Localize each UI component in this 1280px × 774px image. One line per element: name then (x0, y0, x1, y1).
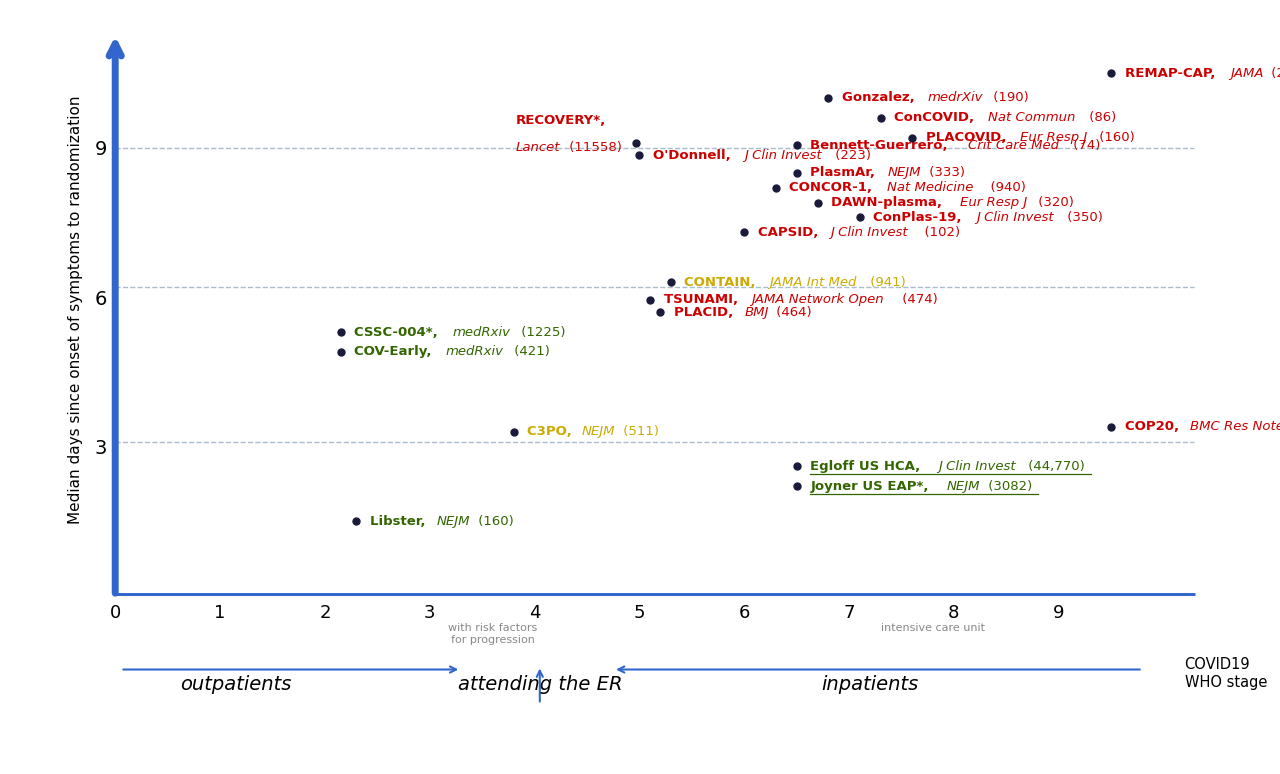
Text: (102): (102) (916, 226, 960, 239)
Text: medRxiv: medRxiv (452, 326, 511, 338)
Text: outpatients: outpatients (180, 676, 292, 694)
Text: Libster,: Libster, (370, 515, 430, 528)
Text: Gonzalez,: Gonzalez, (842, 91, 919, 104)
Text: medRxiv: medRxiv (445, 345, 503, 358)
Text: PLACOVID,: PLACOVID, (925, 132, 1011, 144)
Text: (941): (941) (865, 276, 906, 289)
Text: NEJM: NEJM (887, 166, 922, 179)
Text: J Clin Invest: J Clin Invest (938, 460, 1015, 473)
Text: JAMA Int Med: JAMA Int Med (769, 276, 856, 289)
Text: J Clin Invest: J Clin Invest (977, 211, 1055, 224)
Text: Eur Resp J: Eur Resp J (1020, 132, 1087, 144)
Text: BMJ: BMJ (745, 306, 769, 319)
Text: (474): (474) (899, 293, 938, 307)
Text: (190): (190) (989, 91, 1029, 104)
Text: CONCOR-1,: CONCOR-1, (790, 181, 877, 194)
Text: DAWN-plasma,: DAWN-plasma, (831, 196, 947, 209)
Text: J Clin Invest: J Clin Invest (829, 226, 908, 239)
Text: REMAP-CAP,: REMAP-CAP, (1125, 67, 1220, 80)
Text: (2011): (2011) (1267, 67, 1280, 80)
Text: (320): (320) (1034, 196, 1074, 209)
Text: C3PO,: C3PO, (527, 425, 576, 438)
Text: COV-Early,: COV-Early, (355, 345, 436, 358)
Text: intensive care unit: intensive care unit (881, 623, 984, 633)
Text: (160): (160) (1094, 132, 1134, 144)
Text: J Clin Invest: J Clin Invest (745, 149, 822, 162)
Text: PLACID,: PLACID, (675, 306, 737, 319)
Text: Joyner US EAP*,: Joyner US EAP*, (810, 480, 933, 493)
Text: (86): (86) (1085, 111, 1116, 125)
Text: JAMA: JAMA (1230, 67, 1263, 80)
Text: O'Donnell,: O'Donnell, (653, 149, 736, 162)
Text: with risk factors
for progression: with risk factors for progression (448, 623, 538, 645)
Text: Egloff US HCA,: Egloff US HCA, (810, 460, 925, 473)
Text: CONTAIN,: CONTAIN, (685, 276, 760, 289)
Text: ConCOVID,: ConCOVID, (895, 111, 979, 125)
Text: (333): (333) (924, 166, 965, 179)
Text: (511): (511) (620, 425, 659, 438)
Text: NEJM: NEJM (582, 425, 616, 438)
Text: Nat Commun: Nat Commun (988, 111, 1075, 125)
Text: (44,770): (44,770) (1024, 460, 1084, 473)
Text: inpatients: inpatients (822, 676, 919, 694)
Text: CSSC-004*,: CSSC-004*, (355, 326, 443, 338)
Text: Bennett-Guerrero,: Bennett-Guerrero, (810, 139, 952, 152)
Text: Nat Medicine: Nat Medicine (887, 181, 973, 194)
Text: Lancet: Lancet (516, 141, 561, 154)
Text: PlasmAr,: PlasmAr, (810, 166, 879, 179)
Text: (223): (223) (831, 149, 870, 162)
Text: Crit Care Med: Crit Care Med (968, 139, 1059, 152)
Text: COVID19
WHO stage: COVID19 WHO stage (1184, 657, 1267, 690)
Text: (421): (421) (509, 345, 549, 358)
Text: BMC Res Notes: BMC Res Notes (1190, 420, 1280, 433)
Text: COP20,: COP20, (1125, 420, 1184, 433)
Text: NEJM: NEJM (947, 480, 980, 493)
Text: medrXiv: medrXiv (928, 91, 983, 104)
Text: CAPSID,: CAPSID, (758, 226, 823, 239)
Text: (350): (350) (1062, 211, 1102, 224)
Text: (940): (940) (982, 181, 1027, 194)
Text: attending the ER: attending the ER (457, 676, 622, 694)
Text: (464): (464) (772, 306, 812, 319)
Text: Eur Resp J: Eur Resp J (960, 196, 1027, 209)
Text: JAMA Network Open: JAMA Network Open (751, 293, 883, 307)
Text: (160): (160) (474, 515, 513, 528)
Text: RECOVERY*,: RECOVERY*, (516, 114, 605, 127)
Text: NEJM: NEJM (436, 515, 470, 528)
Text: ConPlas-19,: ConPlas-19, (873, 211, 966, 224)
Text: (3082): (3082) (984, 480, 1033, 493)
Text: (11558): (11558) (564, 141, 622, 154)
Text: (1225): (1225) (517, 326, 566, 338)
Text: (74): (74) (1069, 139, 1101, 152)
Y-axis label: Median days since onset of symptoms to randomization: Median days since onset of symptoms to r… (68, 95, 83, 524)
Text: TSUNAMI,: TSUNAMI, (663, 293, 742, 307)
